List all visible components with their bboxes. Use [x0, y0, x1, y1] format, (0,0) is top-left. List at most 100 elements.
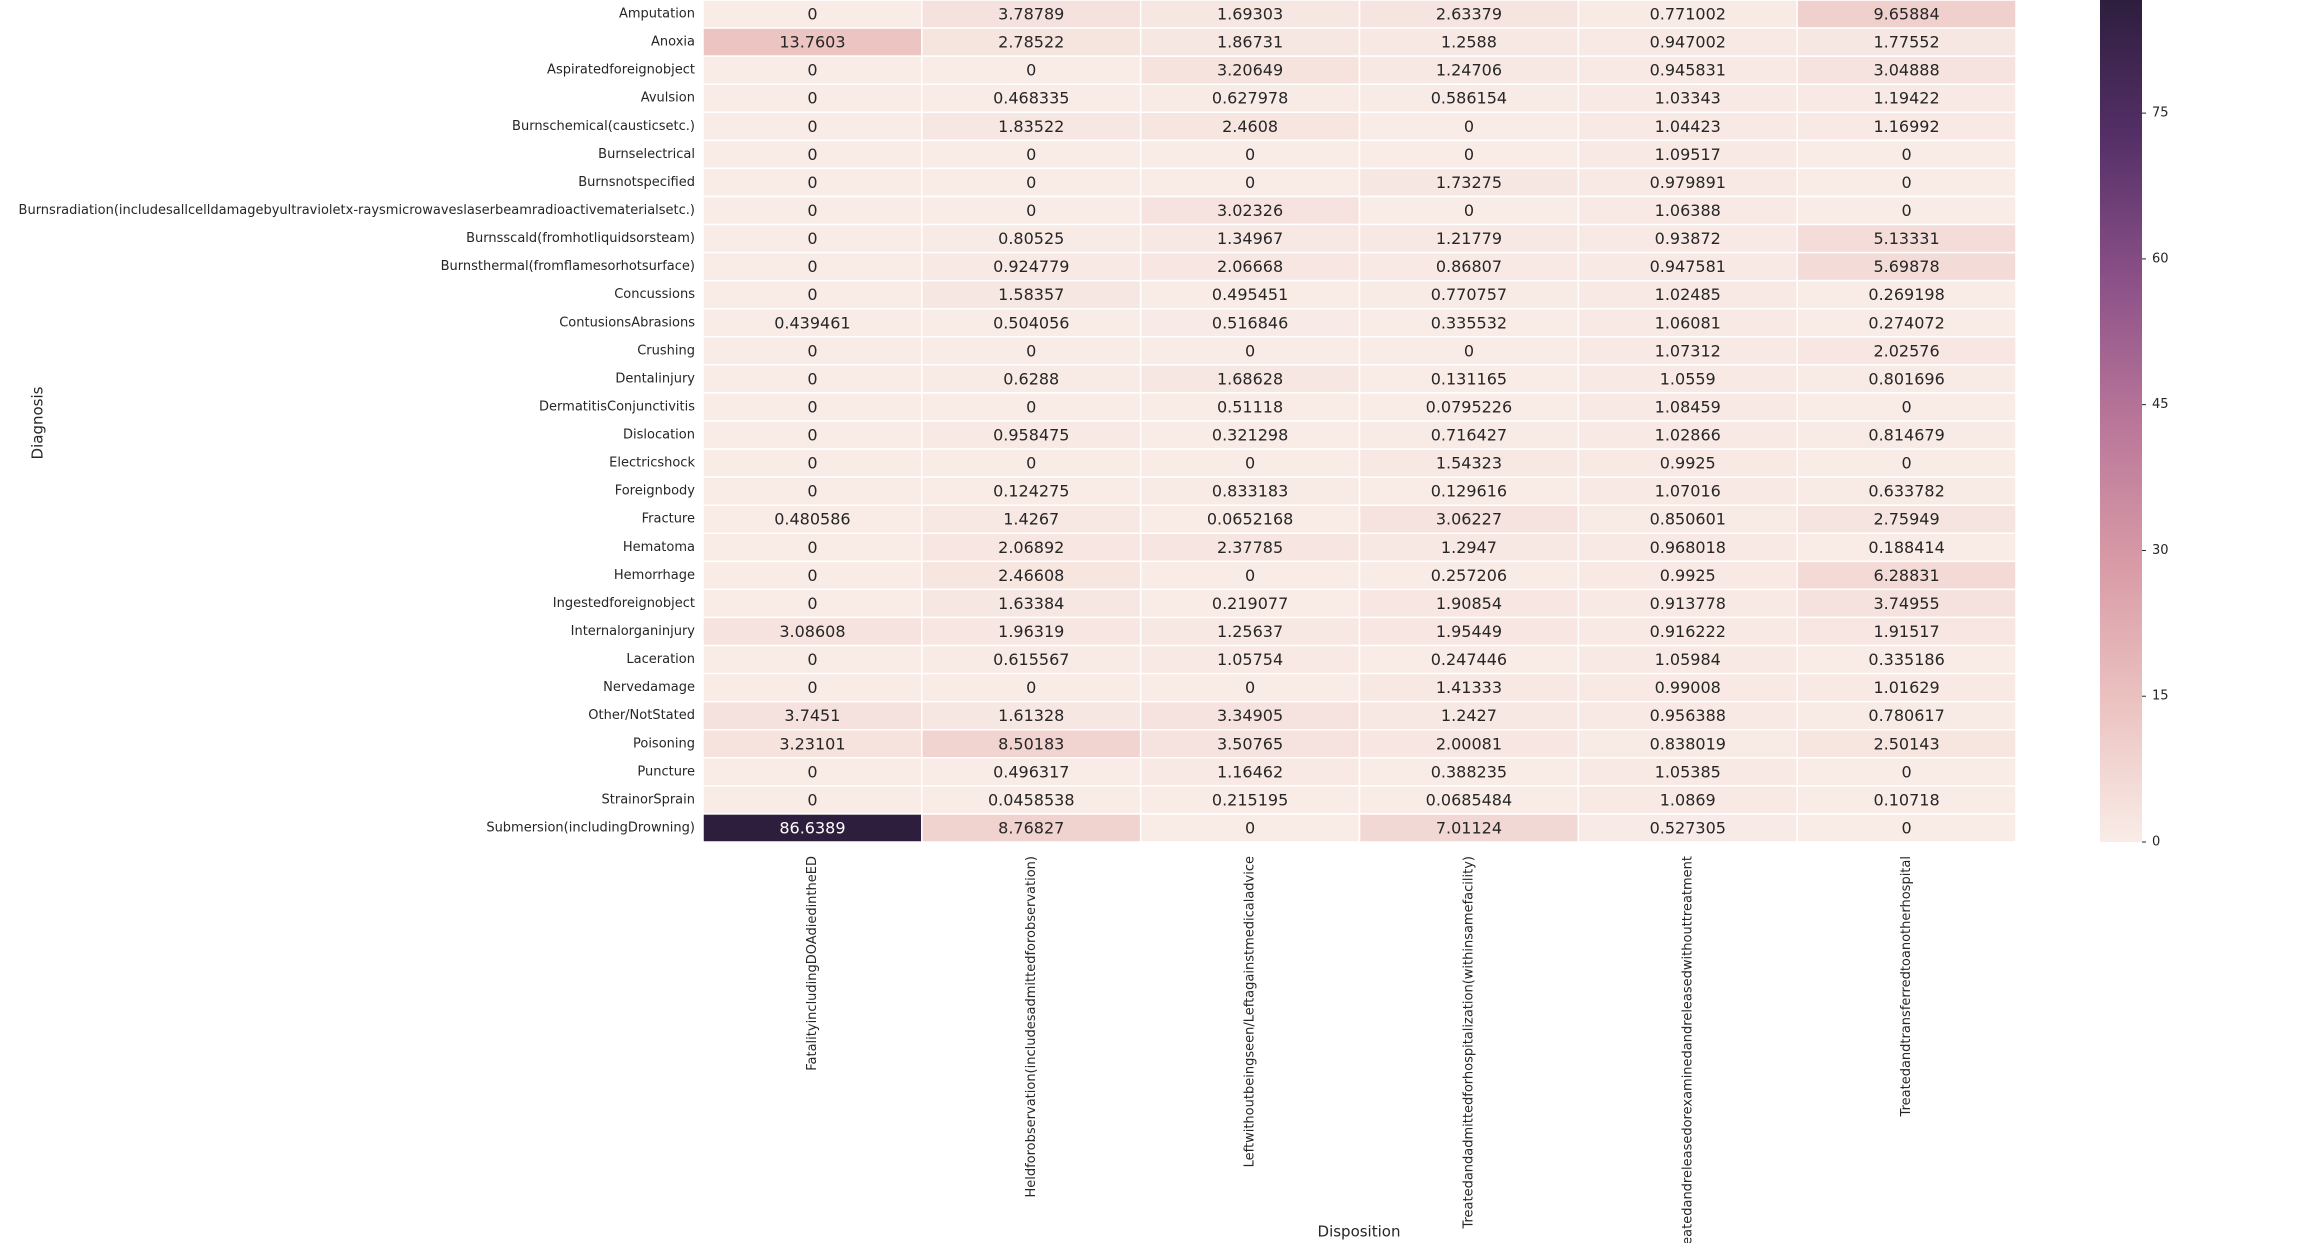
heatmap-cell [1139, 195, 1361, 226]
cell-label: 0 [807, 173, 817, 192]
cell-label: 2.06668 [1217, 257, 1283, 276]
heatmap-cell [702, 785, 923, 815]
heatmap-cell [702, 111, 923, 142]
heatmap-cell [1577, 672, 1798, 703]
cell-label: 1.63384 [998, 594, 1064, 613]
cell-label: 2.78522 [998, 33, 1064, 52]
heatmap-cell [921, 139, 1142, 170]
y-tick-label: Hemorrhage [614, 568, 695, 583]
cell-label: 2.63379 [1436, 5, 1502, 24]
heatmap-cell [1577, 0, 1798, 29]
cell-label: 1.05984 [1655, 650, 1721, 669]
colorbar-tick-label: 15 [2152, 689, 2169, 704]
heatmap-cell [1796, 644, 2017, 675]
heatmap-cell [921, 0, 1142, 29]
cell-label: 0.480586 [774, 510, 850, 529]
cell-label: 7.01124 [1436, 818, 1502, 837]
cell-label: 1.21779 [1436, 229, 1502, 248]
cell-label: 0.93872 [1655, 229, 1721, 248]
heatmap-cell [1796, 83, 2017, 114]
cell-label: 0 [1245, 173, 1255, 192]
cell-label: 1.73275 [1436, 173, 1502, 192]
y-tick-label: Internalorganinjury [571, 624, 696, 639]
cell-label: 0.129616 [1431, 482, 1507, 501]
cell-label: 0.945831 [1650, 61, 1726, 80]
cell-label: 0.633782 [1868, 482, 1944, 501]
cell-label: 0 [807, 650, 817, 669]
heatmap-cell [1796, 560, 2017, 591]
cell-label: 0 [807, 285, 817, 304]
cell-label: 2.02576 [1873, 341, 1939, 360]
colorbar-tick-label: 60 [2152, 251, 2169, 266]
cell-label: 1.07016 [1655, 482, 1721, 501]
heatmap-cell [1577, 336, 1798, 366]
cell-label: 0 [807, 89, 817, 108]
cell-label: 0.269198 [1868, 285, 1944, 304]
heatmap-cell [921, 167, 1142, 198]
heatmap-cell [1796, 307, 2017, 338]
heatmap-cell [1577, 644, 1798, 675]
y-tick-label: Burnsradiation(includesallcelldamagebyul… [19, 203, 695, 218]
cell-label: 1.54323 [1436, 454, 1502, 473]
cell-label: 1.24706 [1436, 61, 1502, 80]
cell-label: 0 [1026, 201, 1036, 220]
cell-label: 0 [807, 426, 817, 445]
heatmap-cell [1796, 672, 2017, 703]
cell-label: 0.439461 [774, 313, 850, 332]
cell-label: 1.0869 [1660, 790, 1716, 809]
heatmap-cell [702, 251, 923, 282]
cell-label: 1.61328 [998, 706, 1064, 725]
heatmap-cell [1796, 27, 2017, 57]
cell-label: 0.716427 [1431, 426, 1507, 445]
cell-label: 0 [1901, 145, 1911, 164]
heatmap-cell [1577, 279, 1798, 310]
heatmap-cell [1139, 504, 1361, 535]
cell-label: 0 [807, 5, 817, 24]
heatmap-cell [1358, 0, 1580, 29]
cell-label: 0.0652168 [1207, 510, 1294, 529]
cell-label: 0.257206 [1431, 566, 1507, 585]
cell-label: 1.16992 [1873, 117, 1939, 136]
heatmap-cell [702, 644, 923, 675]
cell-label: 0.80525 [998, 229, 1064, 248]
y-tick-label: Dislocation [623, 428, 695, 443]
cell-label: 0 [1026, 173, 1036, 192]
y-tick-label: Laceration [626, 652, 695, 667]
y-tick-label: ContusionsAbrasions [559, 315, 695, 330]
cell-label: 0 [807, 454, 817, 473]
cell-label: 0.771002 [1650, 5, 1726, 24]
cell-label: 0 [1464, 341, 1474, 360]
heatmap-cell [1796, 279, 2017, 310]
heatmap-cell [1358, 785, 1580, 815]
heatmap-cell [921, 55, 1142, 85]
heatmap-cell [702, 560, 923, 591]
heatmap-cell [1577, 420, 1798, 450]
cell-label: 0 [807, 369, 817, 388]
heatmap-cell [1796, 504, 2017, 535]
cell-label: 0 [1245, 566, 1255, 585]
cell-label: 0 [807, 61, 817, 80]
cell-label: 0 [807, 201, 817, 220]
y-tick-label: Foreignbody [615, 484, 696, 499]
heatmap-cell [1577, 55, 1798, 85]
colorbar-tick-label: 45 [2152, 397, 2169, 412]
cell-label: 1.2947 [1441, 538, 1497, 557]
cell-label: 1.91517 [1873, 622, 1939, 641]
cell-label: 0 [1245, 454, 1255, 473]
heatmap-cell [1358, 813, 1580, 843]
cell-label: 3.04888 [1873, 61, 1939, 80]
heatmap-cell [921, 27, 1142, 57]
heatmap-cell [1577, 83, 1798, 114]
cell-label: 1.09517 [1655, 145, 1721, 164]
heatmap-cell [702, 813, 923, 843]
heatmap-cell [702, 616, 923, 647]
heatmap-cell [702, 0, 923, 29]
cell-label: 0.814679 [1868, 426, 1944, 445]
y-tick-label: Ingestedforeignobject [553, 596, 695, 611]
heatmap-cell [921, 392, 1142, 422]
y-tick-label: Poisoning [633, 736, 695, 751]
cell-label: 2.50143 [1873, 734, 1939, 753]
colorbar-tick-label: 75 [2152, 106, 2169, 121]
cell-label: 1.0559 [1660, 369, 1716, 388]
cell-label: 0.527305 [1650, 818, 1726, 837]
